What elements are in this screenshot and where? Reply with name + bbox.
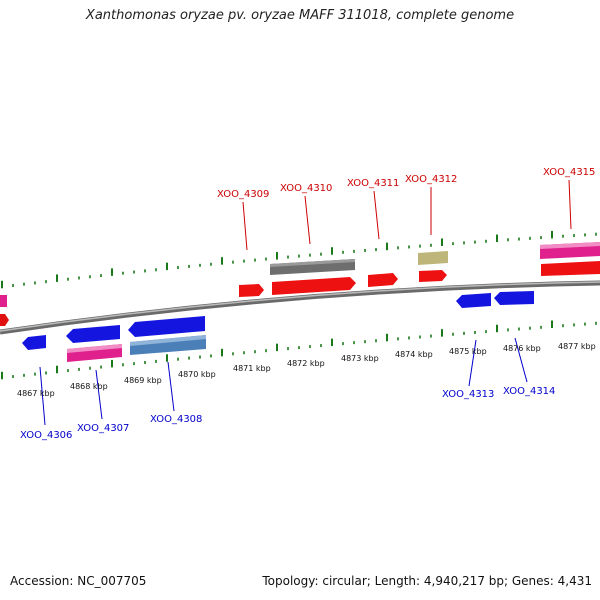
gene-feature[interactable] — [0, 295, 7, 307]
scale-tick-label: 4872 kbp — [287, 359, 325, 368]
scale-tick-label: 4873 kbp — [341, 354, 379, 363]
gene-label-xoo-4310[interactable]: XOO_4310 — [280, 183, 332, 194]
scale-tick-label: 4875 kbp — [449, 347, 487, 356]
gene-feature-xoo-4310[interactable] — [272, 277, 356, 295]
scale-tick-label: 4874 kbp — [395, 350, 433, 359]
gene-label-xoo-4309[interactable]: XOO_4309 — [217, 189, 269, 200]
gene-label-xoo-4306[interactable]: XOO_4306 — [20, 430, 72, 441]
genome-backbone — [0, 280, 600, 335]
gene-label-xoo-4307[interactable]: XOO_4307 — [77, 423, 129, 434]
gene-feature-xoo-4308[interactable] — [128, 316, 205, 337]
gene-label-xoo-4311[interactable]: XOO_4311 — [347, 178, 399, 189]
gene-feature-xoo-4309[interactable] — [239, 284, 264, 297]
scale-tick-label: 4869 kbp — [124, 376, 162, 385]
forward-genes — [0, 242, 600, 326]
gene-label-xoo-4314[interactable]: XOO_4314 — [503, 386, 555, 397]
forward-tick-track — [1, 230, 597, 289]
gene-feature-xoo-4314[interactable] — [494, 291, 534, 305]
scale-tick-label: 4867 kbp — [17, 389, 55, 398]
gene-label-xoo-4312[interactable]: XOO_4312 — [405, 174, 457, 185]
scale-tick-label: 4876 kbp — [503, 344, 541, 353]
reverse-leaders — [39, 337, 528, 426]
gene-feature-xoo-4306[interactable] — [22, 335, 46, 350]
scale-tick-label: 4870 kbp — [178, 370, 216, 379]
gene-label-xoo-4313[interactable]: XOO_4313 — [442, 389, 494, 400]
scale-tick-label: 4868 kbp — [70, 382, 108, 391]
gene-feature-xoo-4307[interactable] — [66, 325, 120, 343]
gene-feature-xoo-4315[interactable] — [541, 261, 600, 276]
gene-feature-xoo-4312[interactable] — [419, 270, 447, 282]
gene-feature-xoo-4313[interactable] — [456, 293, 491, 308]
gene-label-xoo-4308[interactable]: XOO_4308 — [150, 414, 202, 425]
genome-summary-text: Topology: circular; Length: 4,940,217 bp… — [262, 574, 592, 588]
gene-feature-xoo-4311[interactable] — [368, 273, 398, 287]
gene-feature[interactable] — [0, 314, 9, 326]
accession-text: Accession: NC_007705 — [10, 574, 147, 588]
gene-feature-xoo-4312-khaki[interactable] — [418, 251, 448, 265]
gene-label-xoo-4315[interactable]: XOO_4315 — [543, 167, 595, 178]
reverse-tick-track — [1, 320, 597, 380]
reverse-genes — [22, 291, 534, 362]
scale-tick-label: 4871 kbp — [233, 364, 271, 373]
map-title: Xanthomonas oryzae pv. oryzae MAFF 31101… — [85, 8, 515, 23]
scale-tick-label: 4877 kbp — [558, 342, 596, 351]
forward-leaders — [242, 179, 572, 251]
